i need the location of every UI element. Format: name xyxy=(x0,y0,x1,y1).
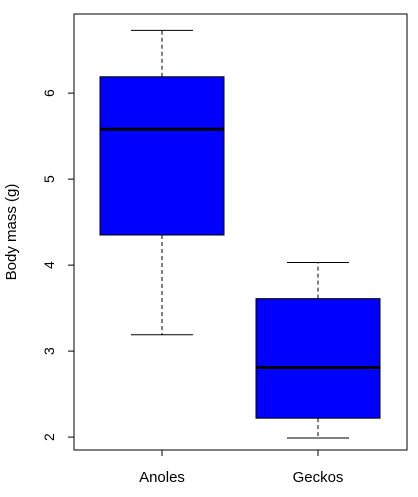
y-axis-label: Body mass (g) xyxy=(3,184,20,281)
x-tick-label: Anoles xyxy=(139,469,185,486)
box-anoles xyxy=(99,29,225,336)
x-tick-label: Geckos xyxy=(293,469,344,486)
y-axis-ticks: 2 3 4 5 6 xyxy=(41,89,74,441)
box-geckos xyxy=(255,262,381,439)
x-axis-ticks: Anoles Geckos xyxy=(139,450,343,486)
y-tick-label: 3 xyxy=(41,347,57,355)
box-group xyxy=(99,29,381,439)
y-tick-label: 4 xyxy=(41,261,57,269)
iqr-box xyxy=(255,298,381,419)
iqr-box xyxy=(99,76,225,236)
y-tick-label: 2 xyxy=(41,433,57,441)
y-tick-label: 6 xyxy=(41,89,57,97)
y-tick-label: 5 xyxy=(41,175,57,183)
